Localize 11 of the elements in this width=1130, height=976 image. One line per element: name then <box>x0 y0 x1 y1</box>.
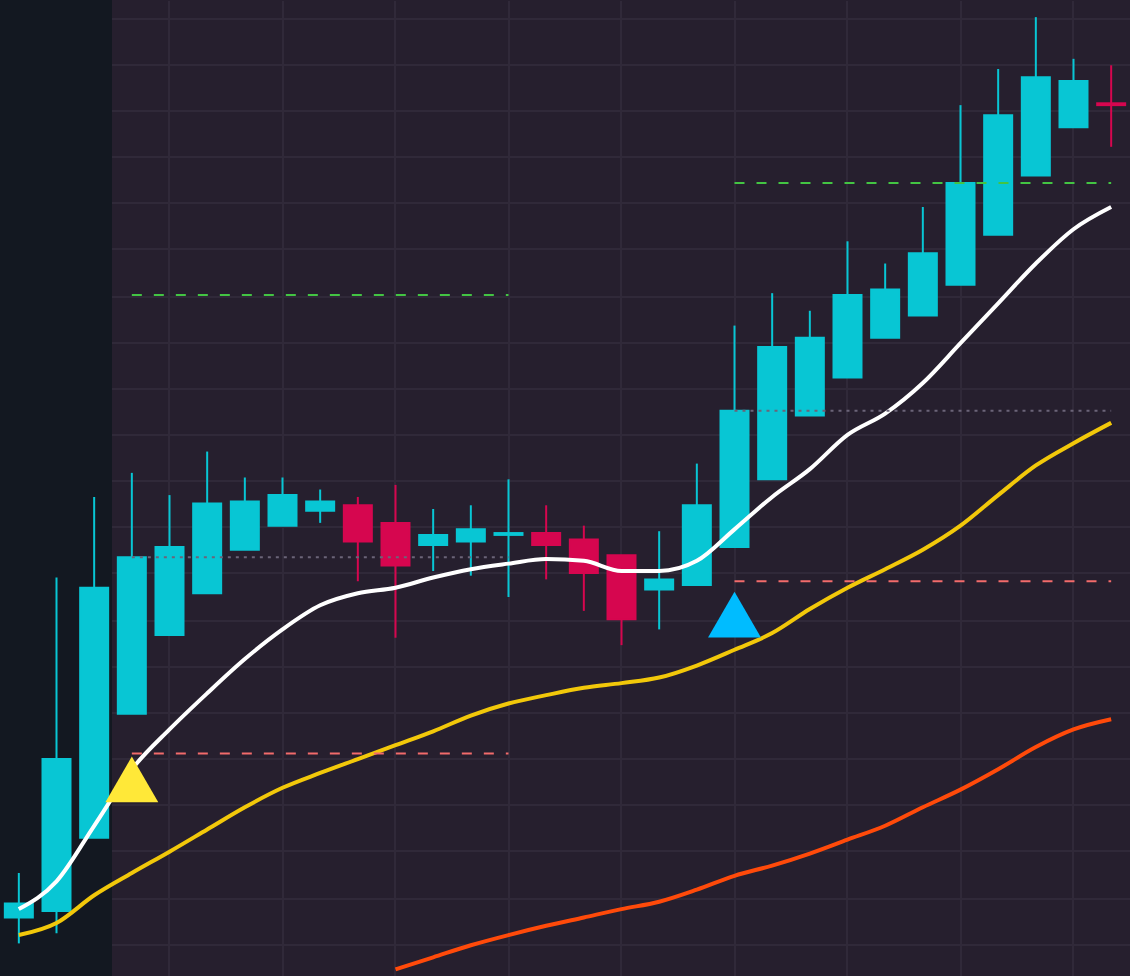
candlestick <box>380 483 411 639</box>
candlestick <box>342 495 373 583</box>
candlestick <box>1058 57 1089 129</box>
candlestick <box>267 476 298 527</box>
candlestick <box>644 530 675 631</box>
candlestick <box>455 504 486 577</box>
candlestick <box>531 504 562 581</box>
candlestick <box>305 488 336 524</box>
candlestick <box>1096 64 1127 148</box>
candlestick <box>493 478 524 598</box>
candlestick <box>418 507 449 573</box>
